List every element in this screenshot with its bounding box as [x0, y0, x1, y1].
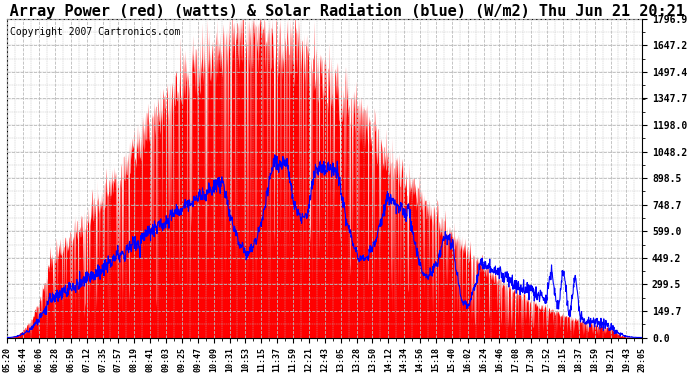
- Title: East Array Power (red) (watts) & Solar Radiation (blue) (W/m2) Thu Jun 21 20:21: East Array Power (red) (watts) & Solar R…: [0, 3, 685, 19]
- Text: Copyright 2007 Cartronics.com: Copyright 2007 Cartronics.com: [10, 27, 181, 37]
